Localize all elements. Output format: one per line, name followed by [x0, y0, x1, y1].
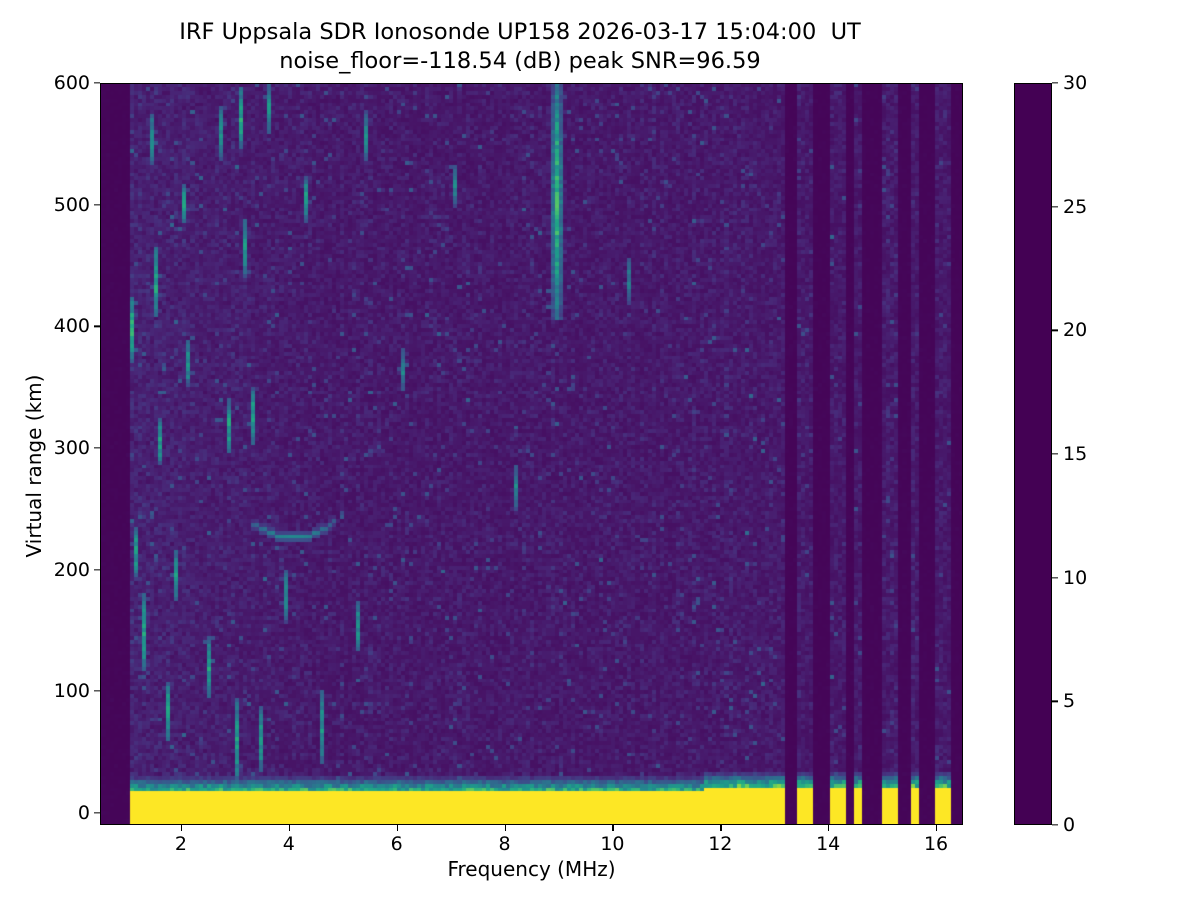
y-tick-label: 400 [53, 315, 90, 338]
y-tick-mark [94, 82, 100, 84]
x-tick-mark [828, 825, 830, 831]
colorbar-tick-label: 25 [1063, 195, 1088, 218]
colorbar-tick-mark [1052, 82, 1058, 84]
x-axis-label: Frequency (MHz) [447, 857, 616, 881]
y-tick-label: 100 [53, 680, 90, 703]
y-tick-mark [94, 203, 100, 206]
y-tick-label: 200 [53, 558, 90, 581]
colorbar-tick-mark [1052, 577, 1058, 579]
colorbar-tick-label: 5 [1063, 690, 1076, 713]
y-tick-mark [94, 690, 100, 692]
x-tick-label: 8 [498, 833, 511, 855]
y-axis-label: Virtual range (km) [22, 374, 46, 558]
x-tick-label: 16 [923, 833, 949, 855]
colorbar-tick-mark [1052, 206, 1058, 208]
y-tick-label: 500 [53, 193, 90, 216]
colorbar-tick-mark [1052, 329, 1058, 331]
colorbar-tick-label: 20 [1063, 319, 1088, 342]
x-tick-label: 10 [600, 833, 625, 855]
colorbar-tick-label: 0 [1063, 814, 1076, 836]
ionogram-plot-area[interactable] [100, 83, 963, 825]
colorbar-gradient [1015, 84, 1051, 824]
x-tick-mark [396, 825, 398, 831]
x-tick-label: 14 [816, 833, 841, 855]
y-tick-label: 600 [53, 72, 90, 94]
colorbar[interactable] [1014, 83, 1052, 825]
x-tick-label: 2 [174, 833, 187, 855]
x-tick-label: 4 [282, 833, 295, 855]
title-line-sub: noise_floor=-118.54 (dB) peak SNR=96.59 [279, 48, 761, 75]
x-tick-mark [936, 825, 938, 831]
x-tick-mark [504, 825, 506, 831]
colorbar-tick-mark [1052, 453, 1058, 455]
colorbar-tick-label: 15 [1063, 443, 1088, 465]
y-tick-mark [94, 568, 100, 571]
colorbar-tick-label: 30 [1063, 72, 1088, 94]
x-tick-mark [180, 825, 183, 831]
y-tick-label: 0 [77, 801, 90, 824]
figure-title: IRF Uppsala SDR Ionosonde UP158 2026-03-… [0, 18, 1040, 77]
y-tick-mark [94, 812, 100, 814]
y-tick-mark [94, 447, 100, 449]
x-tick-label: 6 [390, 833, 403, 855]
y-tick-mark [94, 325, 100, 327]
colorbar-tick-label: 10 [1063, 566, 1088, 589]
colorbar-tick-mark [1052, 700, 1058, 702]
x-tick-label: 12 [708, 833, 733, 855]
y-tick-label: 300 [53, 436, 90, 459]
colorbar-tick-mark [1052, 824, 1058, 826]
title-line-main: IRF Uppsala SDR Ionosonde UP158 2026-03-… [179, 19, 861, 45]
x-tick-mark [720, 825, 722, 831]
x-tick-mark [288, 825, 291, 831]
x-tick-mark [612, 825, 614, 831]
ionogram-heatmap-canvas [101, 84, 962, 824]
